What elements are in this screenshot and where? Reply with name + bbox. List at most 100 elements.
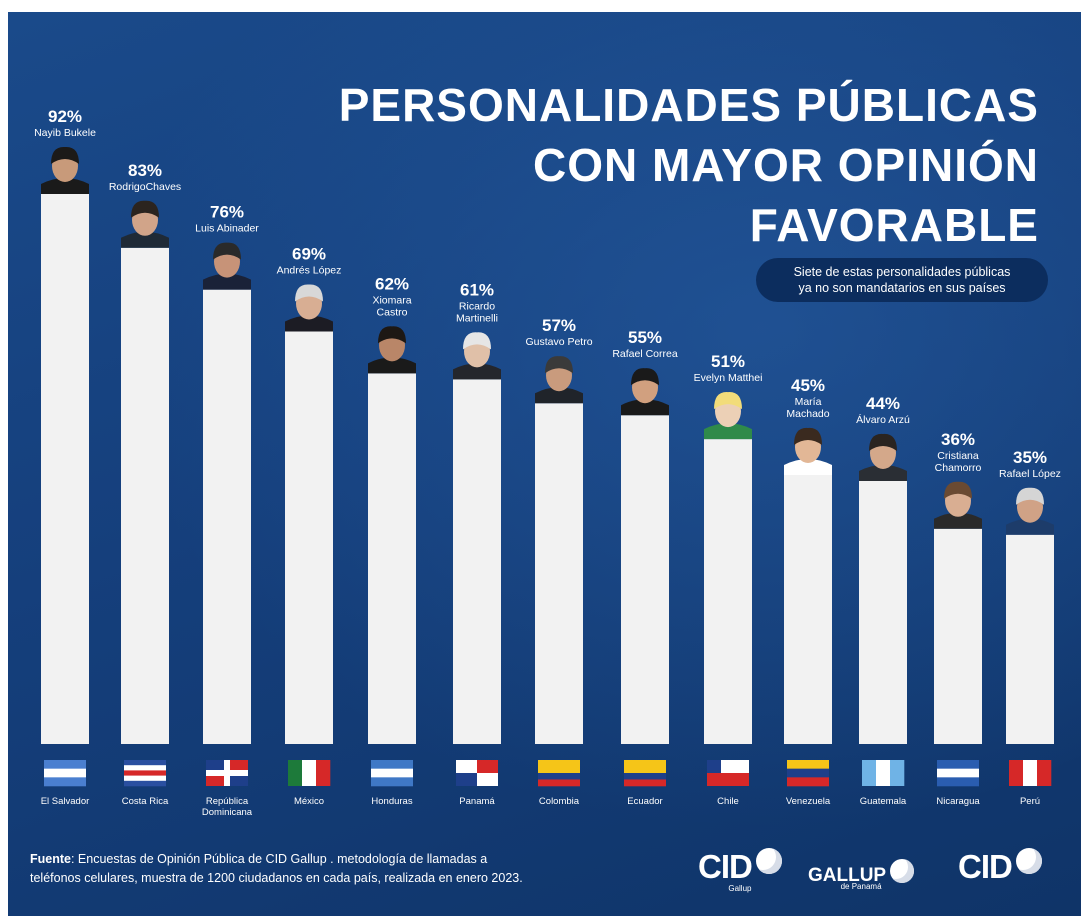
flag-icon	[44, 760, 86, 787]
value-label: 51%	[711, 352, 745, 371]
country-label: Honduras	[371, 796, 412, 807]
person-label: Rafael López	[999, 468, 1061, 480]
value-label: 69%	[292, 245, 326, 264]
person-label: Cristiana	[937, 450, 979, 462]
country-label: República	[206, 796, 249, 807]
title-line-1: PERSONALIDADES PÚBLICAS	[338, 79, 1039, 131]
value-label: 44%	[866, 394, 900, 413]
value-label: 61%	[460, 280, 494, 299]
flag-icon	[124, 760, 166, 787]
country-label: Nicaragua	[936, 796, 980, 807]
portrait-icon	[121, 200, 169, 248]
bar	[621, 415, 669, 744]
bar	[285, 331, 333, 744]
portrait-icon	[784, 427, 832, 475]
flag-icon	[1009, 760, 1052, 786]
bar	[41, 194, 89, 744]
bar	[203, 289, 251, 744]
flag-icon	[707, 760, 749, 786]
gallup-panama-logo: GALLUP de Panamá	[808, 858, 915, 894]
flag-icon	[538, 760, 580, 787]
cid-gallup-logo-text: CID	[698, 848, 753, 885]
value-label: 92%	[48, 107, 82, 126]
flag-icon	[206, 760, 248, 786]
country-label: El Salvador	[41, 796, 90, 807]
country-label: Costa Rica	[122, 796, 169, 807]
flag-icon	[787, 760, 829, 787]
country-label: México	[294, 796, 324, 807]
bar	[535, 403, 583, 744]
value-label: 57%	[542, 316, 576, 335]
note-badge: Siete de estas personalidades públicas y…	[756, 258, 1048, 302]
note-line-2: ya no son mandatarios en sus países	[798, 281, 1006, 295]
person-label: Luis Abinader	[195, 223, 259, 235]
value-label: 76%	[210, 203, 244, 222]
portrait-icon	[1006, 487, 1054, 535]
note-line-1: Siete de estas personalidades públicas	[793, 265, 1011, 279]
country-label: Chile	[717, 796, 739, 807]
bar	[121, 247, 169, 744]
flag-icon	[456, 760, 498, 786]
flag-icon	[288, 760, 331, 786]
bar	[368, 373, 416, 744]
portrait-icon	[285, 284, 333, 332]
person-label: Evelyn Matthei	[694, 372, 763, 384]
person-label: Xiomara	[372, 294, 411, 306]
value-label: 55%	[628, 328, 662, 347]
bar	[704, 439, 752, 744]
person-label: Gustavo Petro	[525, 336, 592, 348]
value-label: 36%	[941, 430, 975, 449]
globe-icon	[1015, 848, 1042, 874]
source-line-1: : Encuestas de Opinión Pública de CID Ga…	[70, 852, 488, 866]
gallup-logo-sub: de Panamá	[840, 882, 882, 891]
portrait-icon	[453, 332, 501, 380]
portrait-icon	[859, 433, 907, 481]
country-label: Panamá	[459, 796, 495, 807]
person-label: Ricardo	[459, 300, 495, 312]
cid-gallup-logo: CID Gallup	[698, 848, 782, 893]
title-line-3: FAVORABLE	[749, 199, 1039, 251]
source-text: Fuente: Encuestas de Opinión Pública de …	[30, 850, 670, 888]
country-label: Perú	[1020, 796, 1040, 807]
portrait-icon	[368, 326, 416, 374]
person-label: Castro	[377, 306, 408, 318]
globe-icon	[755, 848, 782, 874]
poster: 92% Nayib Bukele El Salvador 83% RodrigoChav…	[8, 12, 1081, 916]
person-label: Machado	[786, 408, 829, 420]
flag-icon	[937, 760, 979, 787]
country-label: Colombia	[539, 796, 580, 807]
portrait-icon	[704, 392, 752, 440]
country-label: Guatemala	[860, 796, 907, 807]
source-line-2: teléfonos celulares, muestra de 1200 ciu…	[30, 871, 523, 885]
cid-logo: CID	[958, 848, 1042, 885]
country-label: Ecuador	[627, 796, 662, 807]
gallup-logo-text: GALLUP	[808, 865, 887, 886]
cid-logo-text: CID	[958, 848, 1013, 885]
cid-gallup-logo-sub: Gallup	[728, 884, 752, 893]
portrait-icon	[203, 242, 251, 290]
portrait-icon	[535, 356, 583, 404]
portrait-icon	[41, 146, 89, 194]
bar-chart: 92%Nayib Bukele El Salvador 83%RodrigoChav…	[34, 107, 1061, 818]
person-label: Martinelli	[456, 312, 498, 324]
bar	[1006, 534, 1054, 744]
bar	[934, 528, 982, 744]
person-label: María	[795, 396, 822, 408]
country-label: Venezuela	[786, 796, 831, 807]
value-label: 35%	[1013, 448, 1047, 467]
flag-icon	[371, 760, 413, 787]
person-label: Álvaro Arzú	[856, 413, 910, 426]
person-label: Andrés López	[277, 265, 342, 277]
portrait-icon	[934, 481, 982, 529]
person-label: Chamorro	[935, 462, 982, 474]
bar	[859, 480, 907, 744]
person-label: Rafael Correa	[612, 348, 678, 360]
title-line-2: CON MAYOR OPINIÓN	[532, 139, 1039, 191]
country-label: Dominicana	[202, 807, 253, 818]
flag-icon	[624, 760, 666, 787]
person-label: Nayib Bukele	[34, 127, 96, 139]
value-label: 62%	[375, 274, 409, 293]
bar	[784, 474, 832, 744]
person-label: RodrigoChaves	[109, 181, 181, 193]
source-label: Fuente	[30, 852, 71, 866]
